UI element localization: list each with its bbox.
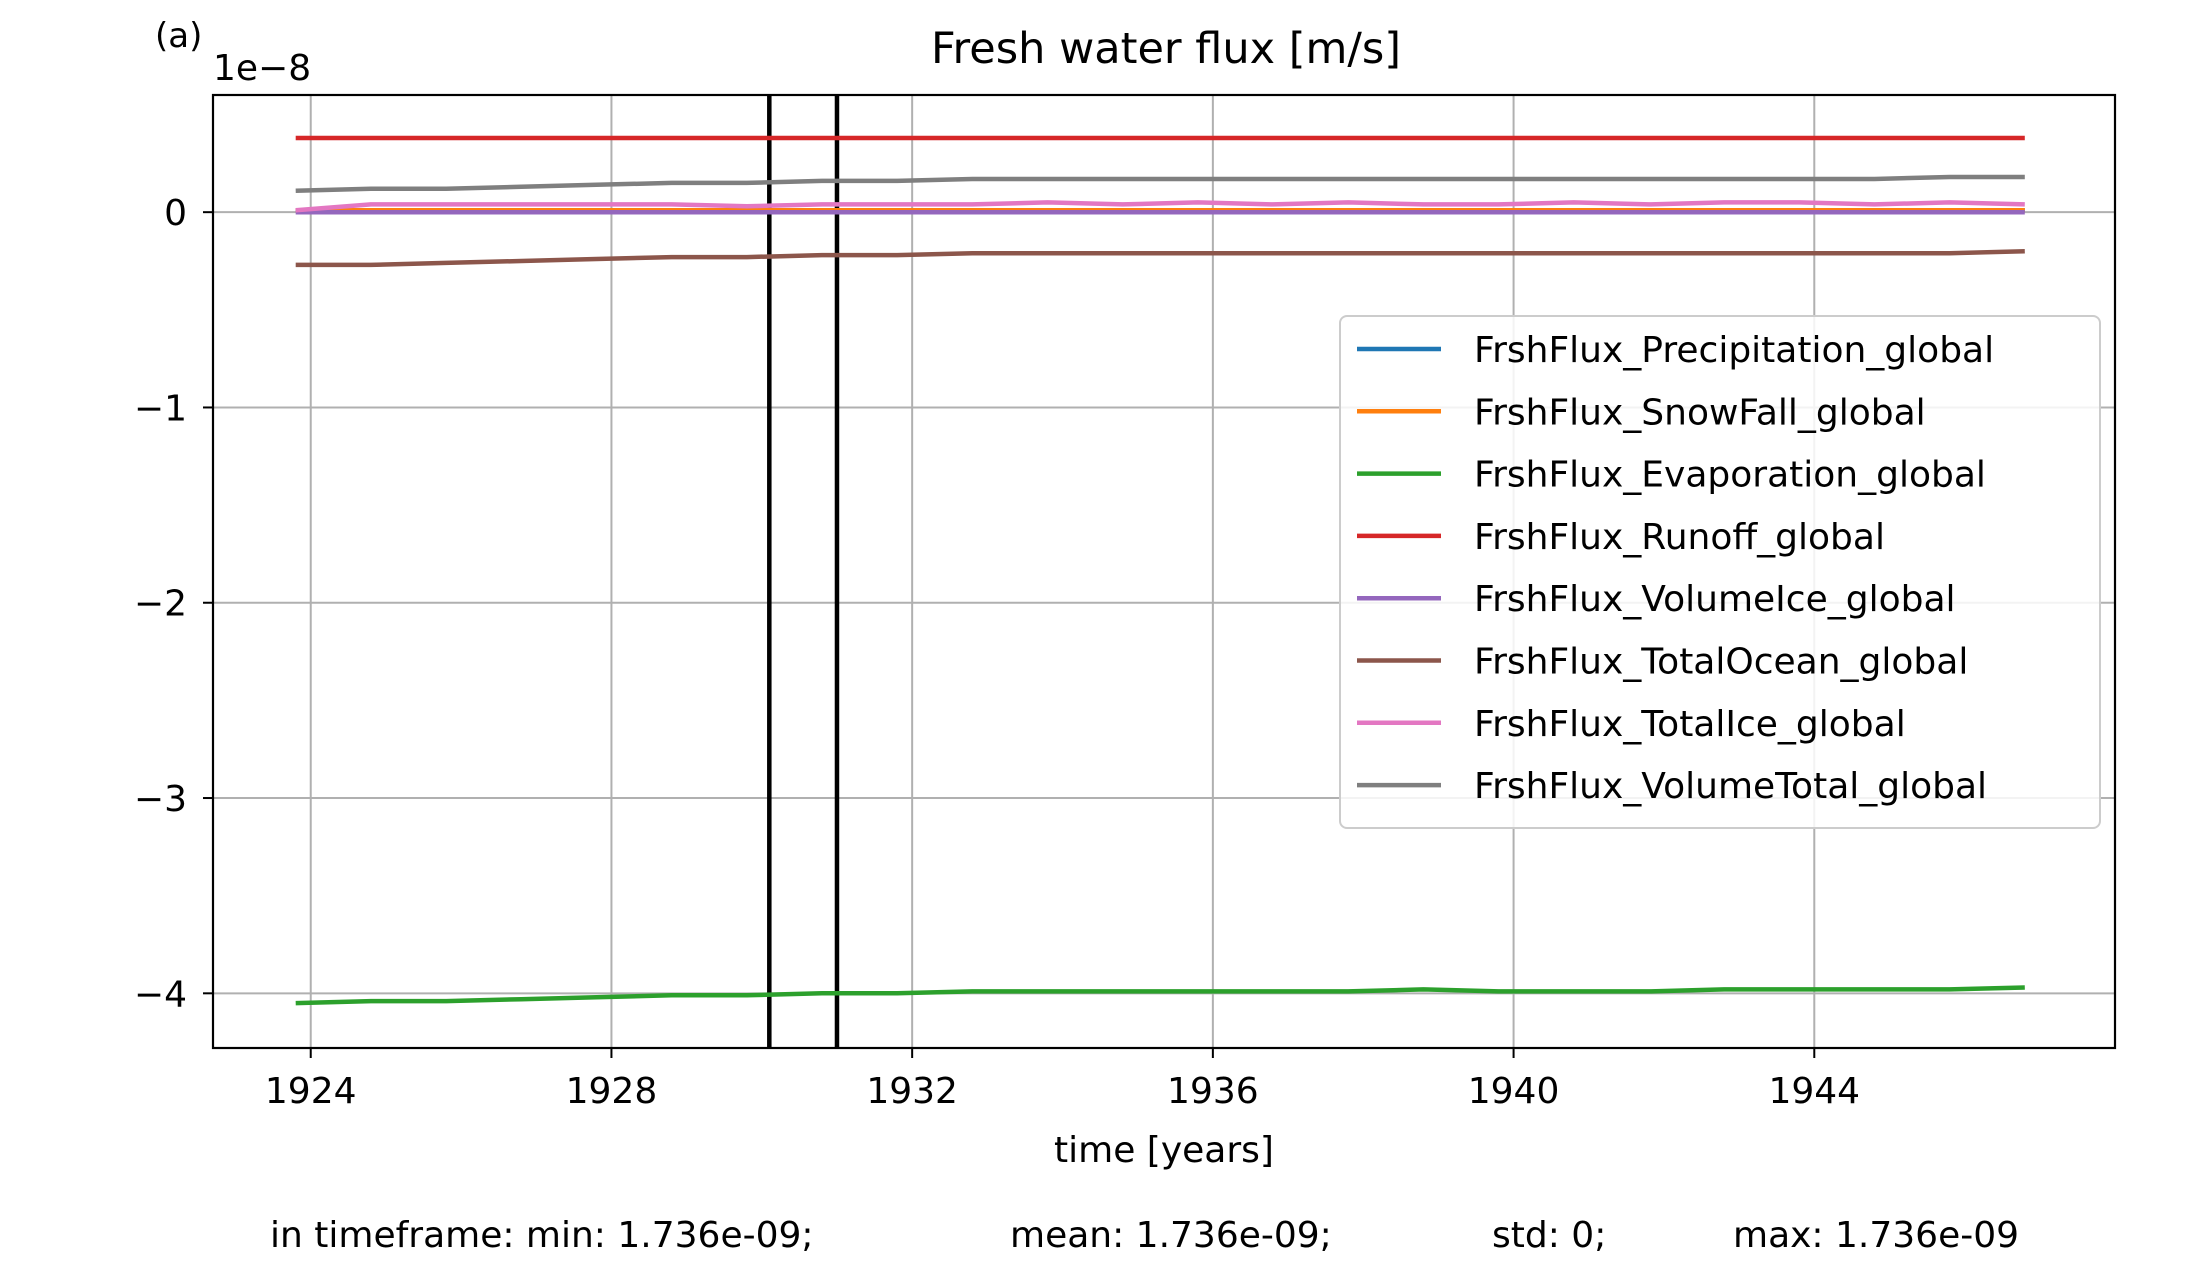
y-tick-label: −3 bbox=[134, 779, 187, 820]
y-axis-ticks: 0 −1 −2 −3 −4 bbox=[134, 193, 213, 1015]
legend-label: FrshFlux_VolumeIce_global bbox=[1474, 579, 1956, 620]
x-tick-label: 1928 bbox=[566, 1071, 658, 1112]
legend-label: FrshFlux_Evaporation_global bbox=[1474, 455, 1986, 496]
summary-mean: mean: 1.736e-09; bbox=[1010, 1215, 1332, 1256]
x-tick-label: 1944 bbox=[1768, 1071, 1860, 1112]
series-line bbox=[295, 985, 2025, 1006]
x-tick-label: 1936 bbox=[1167, 1071, 1259, 1112]
chart-title: Fresh water flux [m/s] bbox=[931, 24, 1401, 74]
legend-label: FrshFlux_TotalIce_global bbox=[1474, 704, 1906, 745]
x-axis-label: time [years] bbox=[1054, 1130, 1274, 1171]
y-tick-label: −2 bbox=[134, 584, 187, 625]
legend-box bbox=[1339, 315, 2101, 829]
x-tick-label: 1940 bbox=[1468, 1071, 1560, 1112]
x-tick-label: 1924 bbox=[265, 1071, 357, 1112]
series-line bbox=[295, 248, 2025, 268]
y-scale-label: 1e−8 bbox=[213, 48, 311, 89]
summary-max: max: 1.736e-09 bbox=[1733, 1215, 2019, 1256]
summary-min: in timeframe: min: 1.736e-09; bbox=[270, 1215, 814, 1256]
legend: FrshFlux_Precipitation_global FrshFlux_Sn… bbox=[1339, 315, 2101, 829]
x-axis-ticks: 1924 1928 1932 1936 1940 1944 bbox=[265, 1048, 1860, 1112]
plot-area-frame bbox=[211, 93, 2117, 1050]
series-lines bbox=[295, 135, 2025, 1006]
series-line bbox=[295, 174, 2025, 193]
panel-label: (a) bbox=[155, 16, 202, 56]
y-tick-label: 0 bbox=[164, 193, 187, 234]
y-tick-label: −1 bbox=[134, 388, 187, 429]
marker-lines bbox=[767, 95, 840, 1048]
summary-std: std: 0; bbox=[1492, 1215, 1606, 1256]
legend-label: FrshFlux_VolumeTotal_global bbox=[1474, 766, 1987, 807]
summary-statistics: in timeframe: min: 1.736e-09; mean: 1.73… bbox=[270, 1215, 2019, 1256]
series-line bbox=[295, 200, 2025, 213]
y-tick-label: −4 bbox=[134, 974, 187, 1015]
legend-label: FrshFlux_TotalOcean_global bbox=[1474, 642, 1968, 683]
x-tick-label: 1932 bbox=[866, 1071, 958, 1112]
legend-label: FrshFlux_SnowFall_global bbox=[1474, 392, 1926, 433]
legend-label: FrshFlux_Precipitation_global bbox=[1474, 330, 1994, 371]
legend-label: FrshFlux_Runoff_global bbox=[1474, 517, 1885, 558]
